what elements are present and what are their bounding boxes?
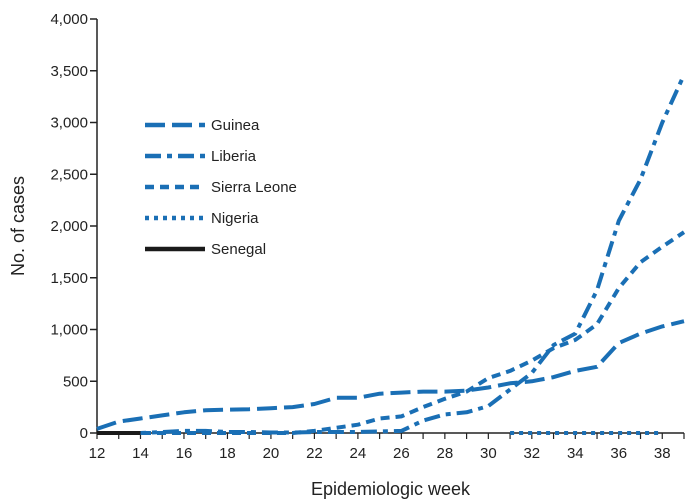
x-tick-label: 14 [132,445,149,462]
x-tick-label: 30 [480,445,497,462]
legend-label-liberia: Liberia [211,148,257,165]
series-lines [96,74,686,435]
series-line-liberia [97,74,686,435]
y-tick-label: 3,500 [50,63,88,80]
legend-label-guinea: Guinea [211,117,260,134]
series-line-sierra-leone [97,230,686,435]
y-tick-label: 1,000 [50,322,88,339]
x-tick-label: 26 [393,445,410,462]
x-tick-label: 28 [437,445,454,462]
y-tick-label: 1,500 [50,270,88,287]
y-tick-label: 0 [80,425,88,442]
legend-label-nigeria: Nigeria [211,210,259,227]
x-ticks: 12 14 16 18 20 22 24 26 28 30 32 34 36 38 [89,433,685,462]
x-tick-label: 32 [523,445,540,462]
x-tick-label: 38 [654,445,671,462]
x-tick-label: 34 [567,445,584,462]
y-axis-title: No. of cases [8,176,28,276]
y-tick-label: 2,500 [50,166,88,183]
y-tick-label: 4,000 [50,11,88,28]
series-line-guinea [96,319,685,431]
legend: Guinea Liberia Sierra Leone Nigeria Senegal [145,117,297,258]
legend-label-sierra-leone: Sierra Leone [211,179,297,196]
legend-label-senegal: Senegal [211,241,266,258]
axes [96,19,684,434]
y-ticks: 0 500 1,000 1,500 2,000 2,500 3,000 3,500 4,000 [50,11,97,442]
x-tick-label: 20 [263,445,280,462]
x-tick-label: 16 [176,445,193,462]
x-axis-title: Epidemiologic week [311,479,471,499]
x-tick-label: 12 [89,445,106,462]
x-tick-label: 22 [306,445,323,462]
y-tick-label: 3,000 [50,115,88,132]
x-tick-label: 24 [350,445,367,462]
x-tick-label: 36 [610,445,627,462]
y-tick-label: 2,000 [50,218,88,235]
x-tick-label: 18 [219,445,236,462]
y-tick-label: 500 [63,373,88,390]
